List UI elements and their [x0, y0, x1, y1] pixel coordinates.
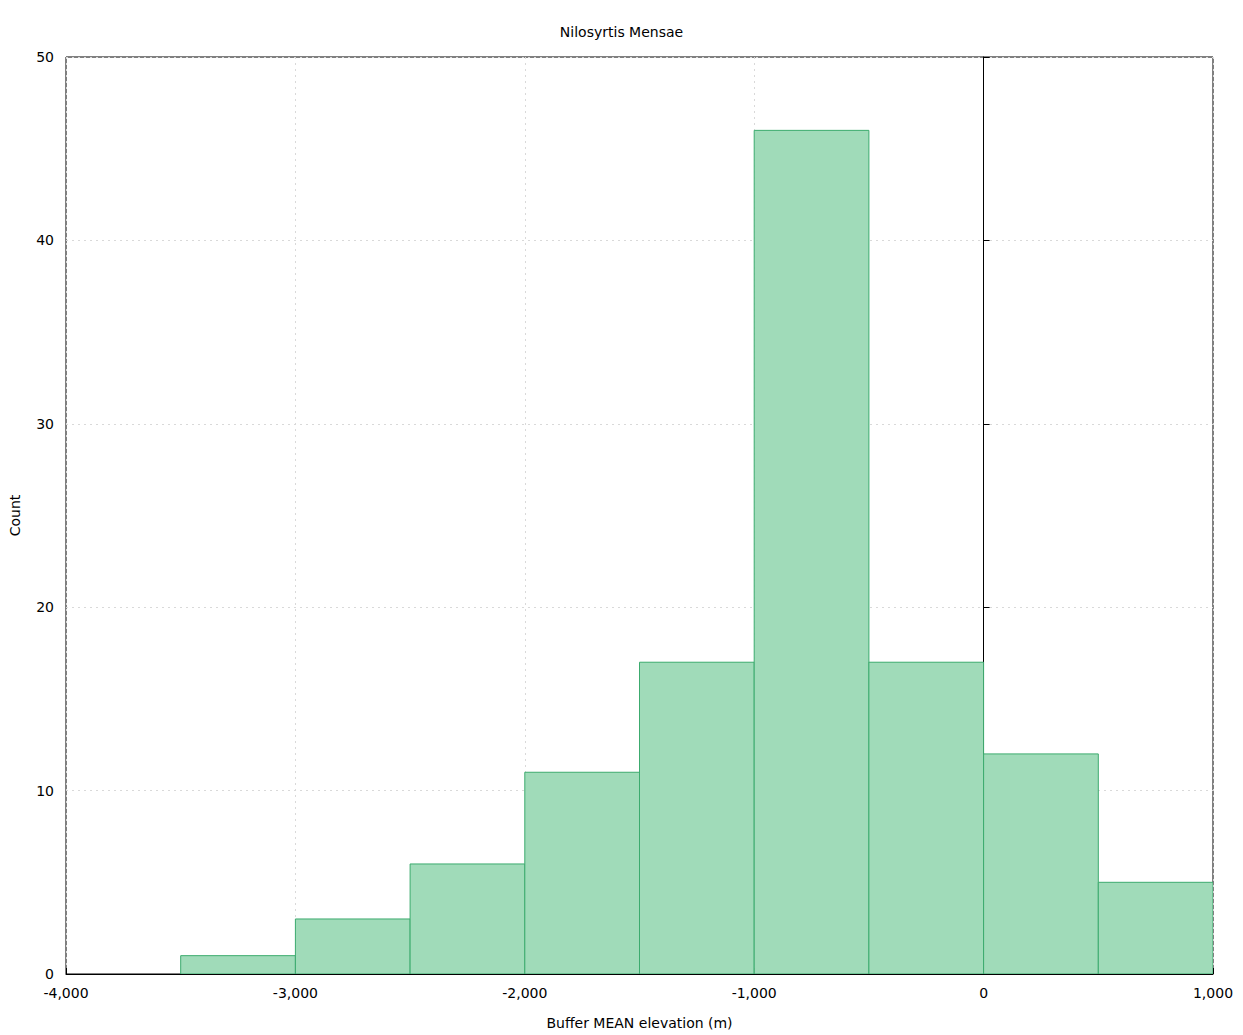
- svg-text:Buffer MEAN elevation (m): Buffer MEAN elevation (m): [546, 1015, 732, 1031]
- svg-text:0: 0: [979, 985, 988, 1001]
- svg-text:20: 20: [36, 599, 54, 615]
- svg-text:-2,000: -2,000: [502, 985, 547, 1001]
- svg-text:1,000: 1,000: [1193, 985, 1233, 1001]
- svg-text:40: 40: [36, 232, 54, 248]
- svg-text:50: 50: [36, 49, 54, 65]
- svg-text:0: 0: [45, 966, 54, 982]
- svg-text:-1,000: -1,000: [732, 985, 777, 1001]
- svg-text:Nilosyrtis Mensae: Nilosyrtis Mensae: [560, 24, 683, 40]
- svg-text:Count: Count: [7, 494, 23, 536]
- svg-text:30: 30: [36, 416, 54, 432]
- svg-text:-3,000: -3,000: [273, 985, 318, 1001]
- svg-text:-4,000: -4,000: [43, 985, 88, 1001]
- svg-text:10: 10: [36, 783, 54, 799]
